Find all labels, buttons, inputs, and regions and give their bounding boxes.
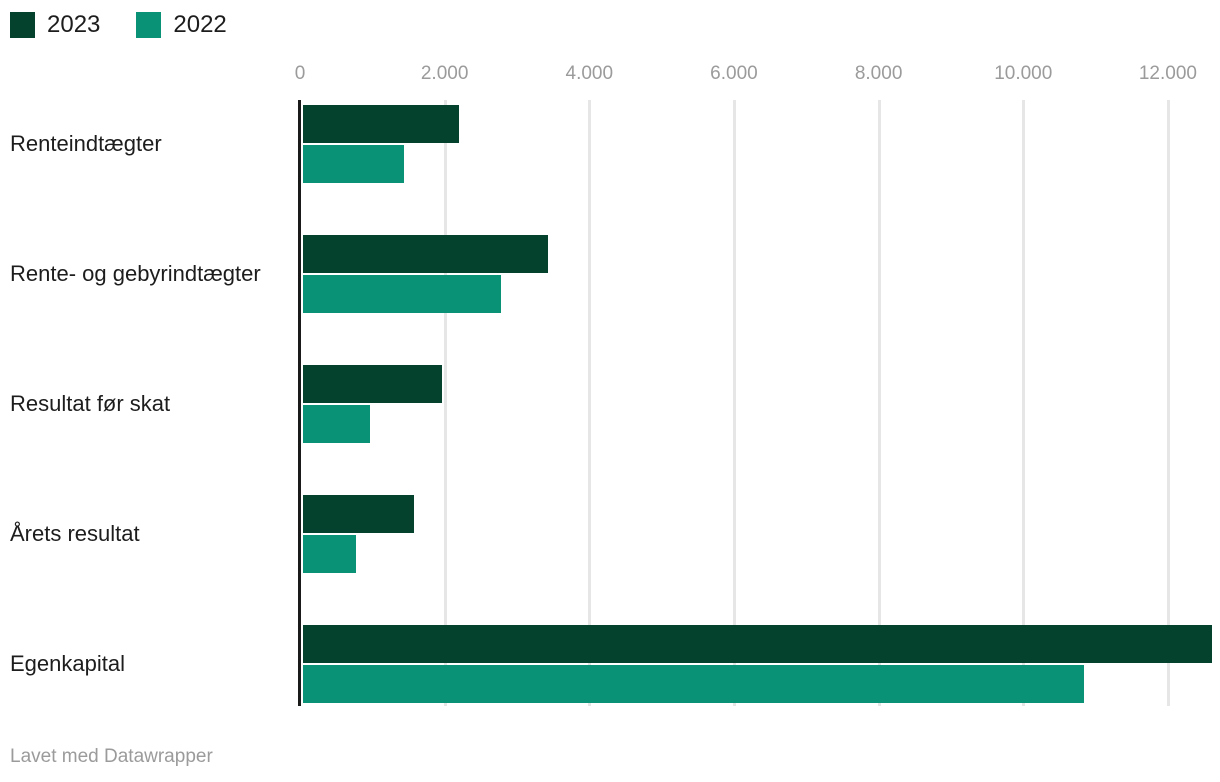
gridline: [1022, 100, 1026, 706]
bar-2022-4[interactable]: [303, 535, 357, 573]
x-axis-tick-label: 8.000: [854, 63, 903, 84]
plot-area: [298, 100, 1220, 706]
gridline: [588, 100, 592, 706]
bar-2023-2[interactable]: [303, 235, 549, 273]
category-label: Renteindtægter: [10, 131, 162, 156]
bar-2023-3[interactable]: [303, 365, 443, 403]
x-axis-tick-label: 4.000: [565, 63, 614, 84]
category-label: Egenkapital: [10, 651, 125, 676]
gridline: [1166, 100, 1170, 706]
legend-swatch-2023: [10, 12, 35, 38]
category-label: Årets resultat: [10, 521, 140, 546]
x-axis-tick-label: 6.000: [710, 63, 758, 84]
legend-item-2022: 2022: [136, 11, 227, 38]
bar-2022-5[interactable]: [303, 665, 1085, 703]
zero-axis-line: [298, 100, 301, 706]
category-label: Rente- og gebyrindtægter: [10, 261, 261, 286]
gridline: [732, 100, 736, 706]
legend-swatch-2022: [136, 12, 162, 38]
gridline: [443, 100, 447, 706]
x-axis-tick-label: 10.000: [994, 63, 1053, 84]
legend-label: 2022: [173, 11, 227, 38]
bar-2023-5[interactable]: [303, 625, 1213, 663]
legend: 2023 2022: [10, 12, 227, 38]
x-axis-tick-label: 0: [294, 63, 306, 84]
x-axis-tick-label: 12.000: [1138, 63, 1197, 84]
bar-2022-2[interactable]: [303, 275, 501, 313]
gridline: [877, 100, 881, 706]
datawrapper-credit[interactable]: Lavet med Datawrapper: [10, 746, 213, 767]
legend-label: 2023: [47, 11, 101, 38]
bar-2022-1[interactable]: [303, 145, 405, 183]
bar-2023-1[interactable]: [303, 105, 459, 143]
category-label: Resultat før skat: [10, 391, 171, 416]
x-axis-tick-label: 2.000: [420, 63, 469, 84]
bar-2022-3[interactable]: [303, 405, 371, 443]
legend-item-2023: 2023: [10, 12, 100, 38]
bar-2023-4[interactable]: [303, 495, 414, 533]
